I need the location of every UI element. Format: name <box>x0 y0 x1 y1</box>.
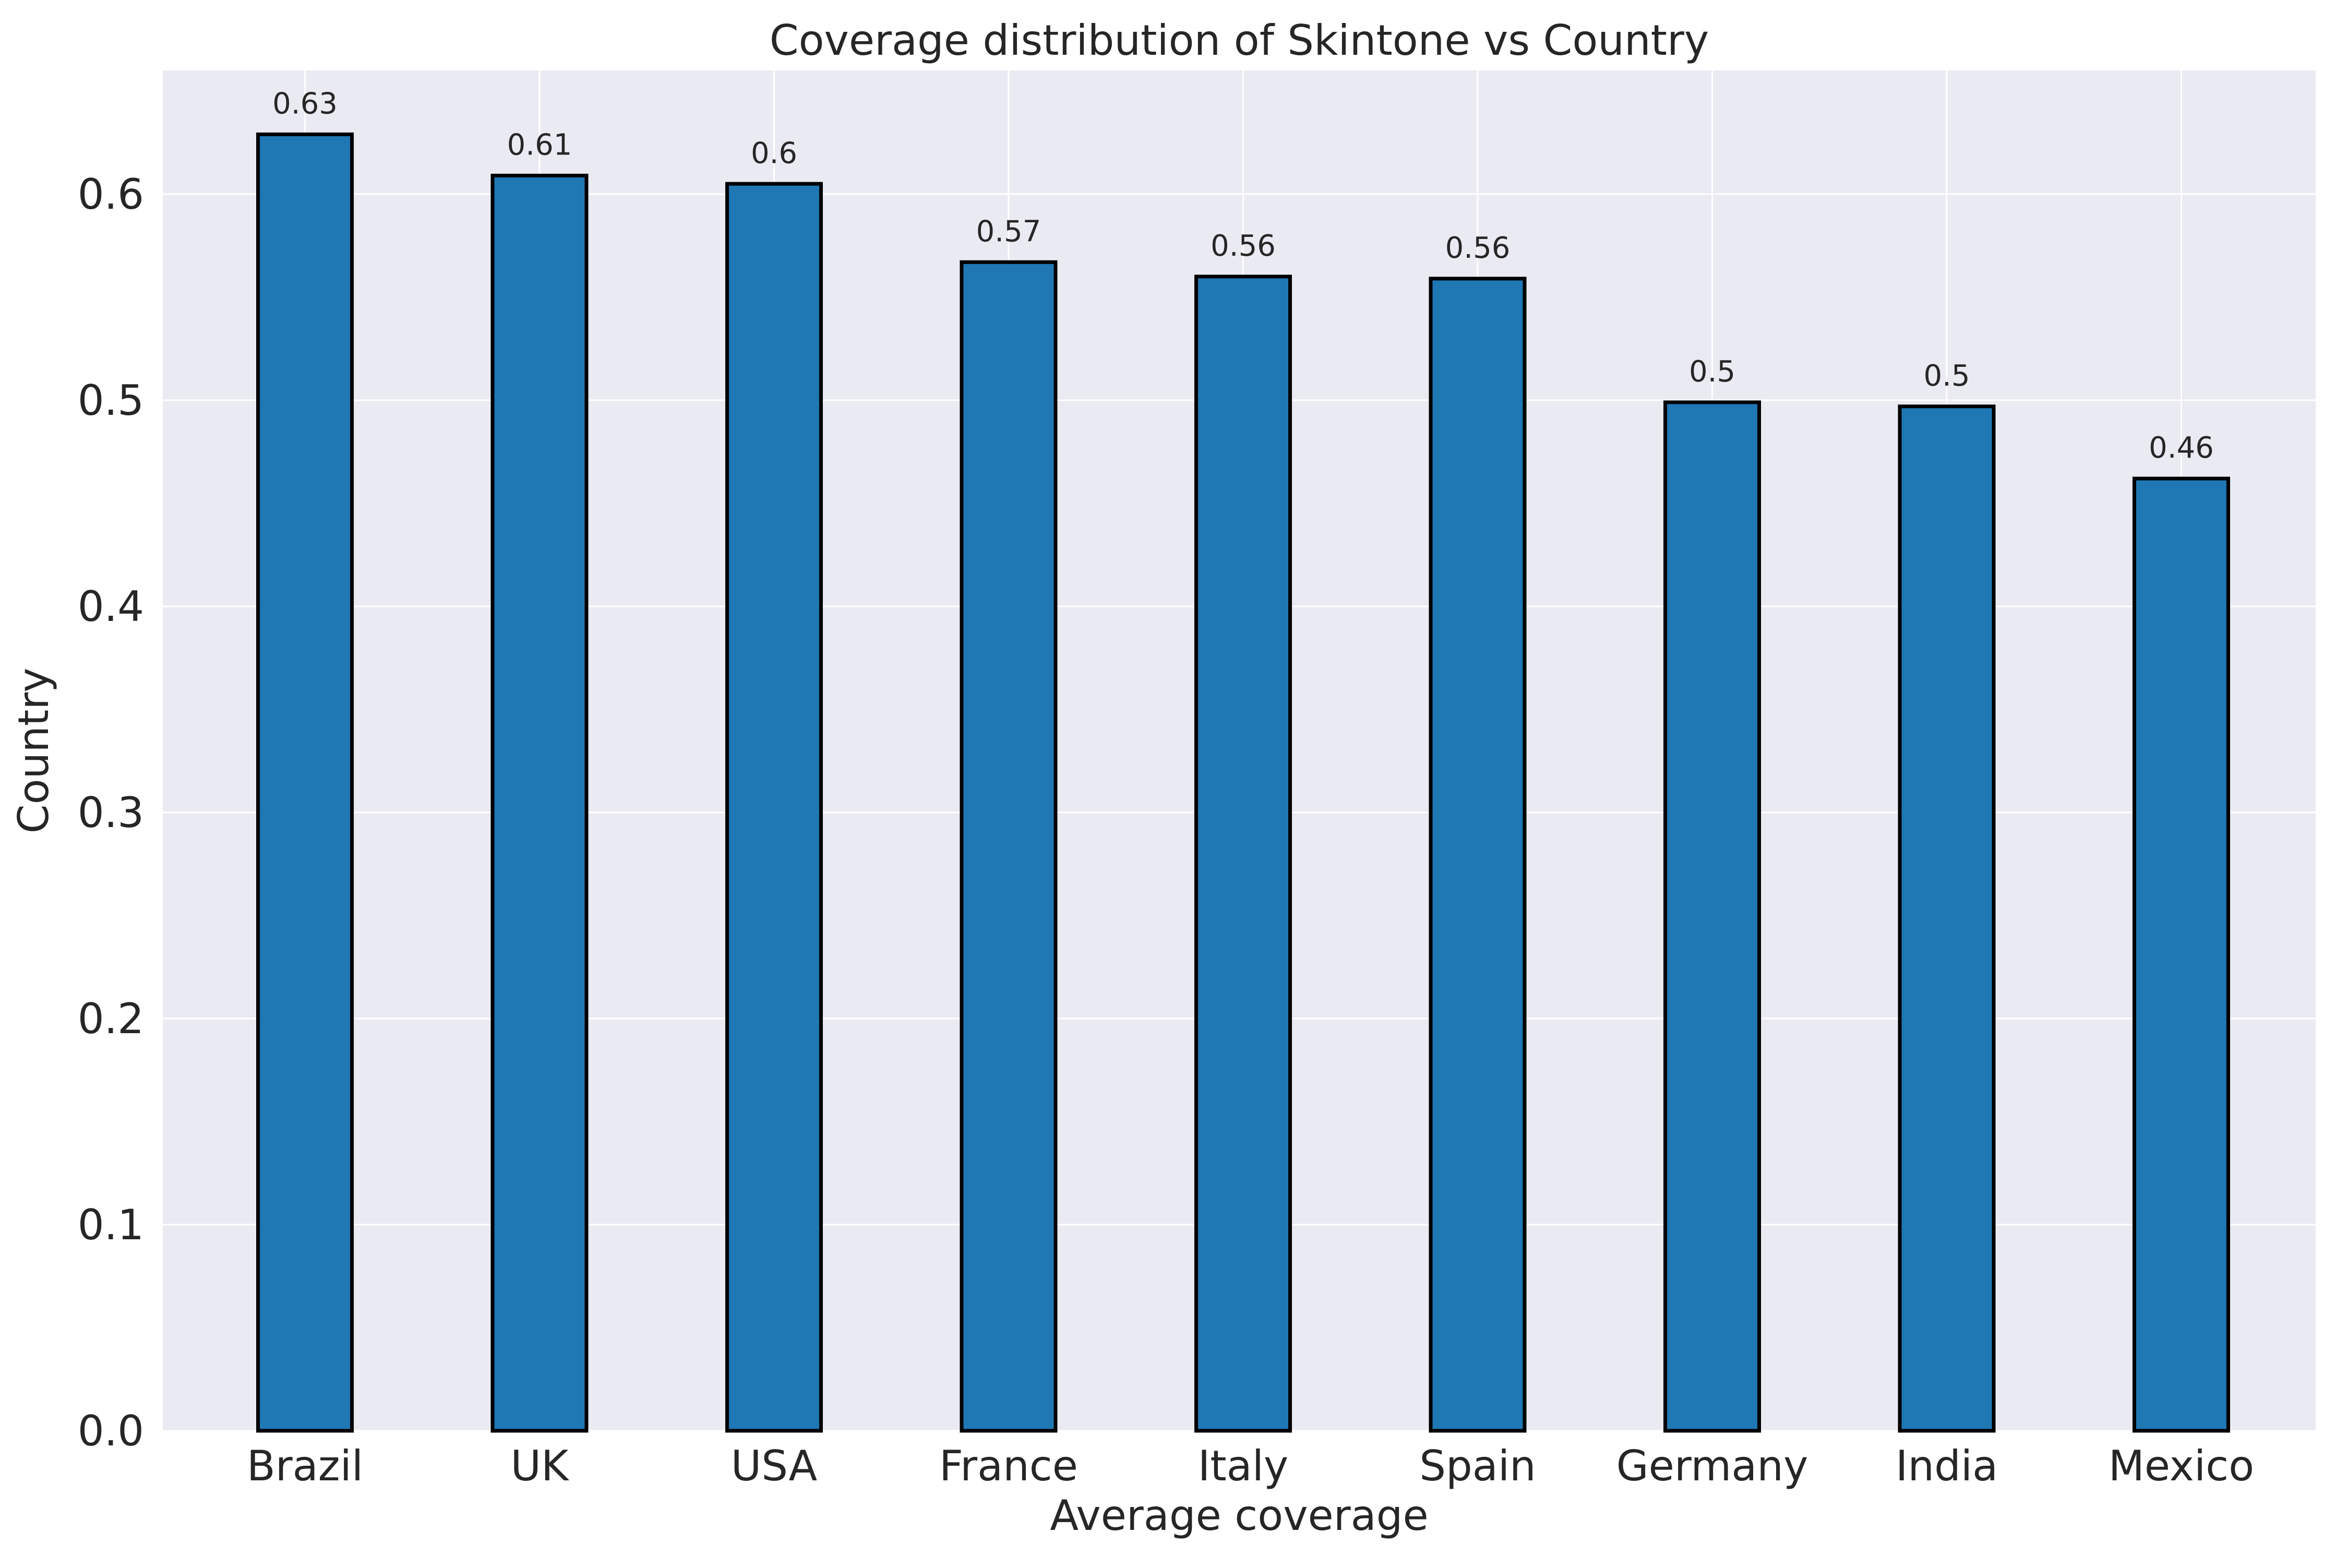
x-tick-label: Spain <box>1419 1442 1536 1490</box>
bar-france <box>960 260 1058 1433</box>
data-label: 0.61 <box>507 128 572 162</box>
x-tick-label: India <box>1896 1442 1998 1490</box>
y-tick-label: 0.0 <box>78 1407 144 1455</box>
bar-germany <box>1663 400 1761 1433</box>
bar-india <box>1898 404 1996 1433</box>
x-tick-label: UK <box>510 1442 570 1490</box>
x-tick-label: USA <box>731 1442 818 1490</box>
data-label: 0.6 <box>751 136 797 170</box>
data-label: 0.46 <box>2149 431 2214 465</box>
x-axis-ticks: Brazil UK USA France Italy Spain Germany India M… <box>247 1442 2254 1490</box>
y-tick-label: 0.4 <box>78 582 144 631</box>
data-label: 0.5 <box>1689 355 1735 389</box>
y-tick-label: 0.2 <box>78 995 144 1043</box>
data-label: 0.57 <box>976 214 1041 248</box>
x-axis-label: Average coverage <box>1050 1491 1428 1540</box>
data-label: 0.56 <box>1211 229 1276 263</box>
x-tick-label: Brazil <box>247 1442 363 1490</box>
data-label: 0.5 <box>1923 359 1970 393</box>
x-tick-label: Italy <box>1198 1442 1289 1490</box>
chart-title: Coverage distribution of Skintone vs Cou… <box>770 16 1709 65</box>
data-labels: 0.63 0.61 0.6 0.57 0.56 0.56 0.5 0.5 0.46 <box>272 87 2214 465</box>
y-tick-label: 0.1 <box>78 1201 144 1249</box>
bar-uk <box>490 173 589 1433</box>
y-tick-label: 0.6 <box>78 170 144 219</box>
y-tick-label: 0.5 <box>78 376 144 425</box>
bar-mexico <box>2133 476 2230 1433</box>
data-label: 0.63 <box>272 87 338 121</box>
y-axis-label: Country <box>9 668 58 834</box>
x-tick-label: France <box>939 1442 1078 1490</box>
bar-brazil <box>256 132 354 1433</box>
y-tick-label: 0.3 <box>78 788 144 837</box>
bars <box>256 132 2230 1433</box>
data-label: 0.56 <box>1445 231 1511 265</box>
bar-italy <box>1194 274 1292 1433</box>
x-tick-label: Germany <box>1616 1442 1808 1490</box>
x-tick-label: Mexico <box>2109 1442 2254 1490</box>
bar-usa <box>725 182 823 1433</box>
bar-spain <box>1429 277 1527 1433</box>
y-axis-ticks: 0.0 0.1 0.2 0.3 0.4 0.5 0.6 <box>78 170 144 1455</box>
